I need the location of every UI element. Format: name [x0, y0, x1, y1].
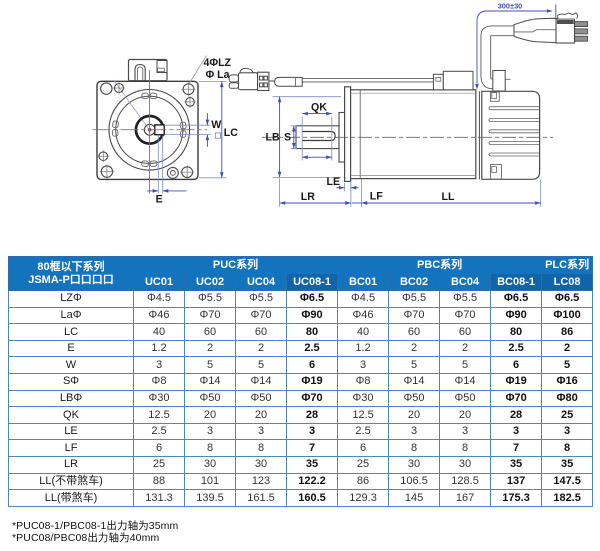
svg-text:LB: LB	[266, 132, 280, 144]
svg-text:LE: LE	[327, 176, 341, 188]
svg-text:W: W	[211, 119, 221, 131]
svg-text:300±30: 300±30	[498, 2, 523, 11]
svg-text:LC: LC	[224, 127, 238, 139]
svg-text:Φ La: Φ La	[206, 69, 230, 81]
svg-text:4ΦLZ: 4ΦLZ	[204, 57, 232, 69]
svg-text:E: E	[156, 193, 163, 205]
svg-text:S: S	[284, 132, 291, 144]
svg-text:LR: LR	[301, 191, 315, 203]
svg-text:LF: LF	[370, 191, 383, 203]
svg-text:QK: QK	[311, 102, 327, 114]
svg-text:LL: LL	[442, 191, 455, 203]
